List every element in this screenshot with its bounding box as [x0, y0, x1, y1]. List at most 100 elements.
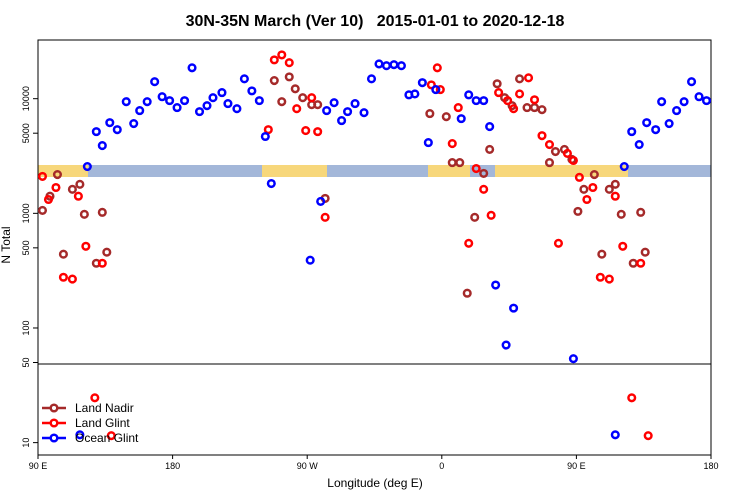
point: [509, 104, 519, 114]
point: [491, 280, 501, 290]
point: [97, 207, 107, 217]
point: [579, 184, 589, 194]
point: [523, 73, 534, 83]
point: [194, 107, 205, 117]
point: [284, 72, 294, 82]
x-tick-label: 90 E: [29, 461, 48, 471]
x-tick-label: 90 E: [567, 461, 586, 471]
point: [37, 205, 48, 215]
point: [305, 255, 315, 265]
point: [260, 131, 270, 142]
point: [129, 118, 139, 129]
point: [687, 77, 697, 87]
point: [636, 258, 646, 268]
point: [701, 96, 712, 106]
point: [604, 184, 614, 194]
point: [389, 60, 399, 70]
point: [102, 247, 112, 257]
point: [455, 158, 465, 168]
point: [52, 169, 62, 180]
point: [202, 101, 212, 111]
point: [544, 140, 555, 150]
point: [672, 106, 682, 116]
point: [485, 144, 495, 154]
point: [396, 61, 406, 71]
point: [97, 258, 107, 268]
point: [266, 178, 276, 189]
point: [106, 431, 116, 441]
land-band: [428, 165, 470, 177]
point: [529, 95, 540, 105]
point: [642, 118, 652, 128]
point: [313, 127, 323, 137]
point: [75, 430, 85, 440]
y-tick-label: 500: [21, 240, 31, 255]
point: [503, 96, 513, 106]
point: [277, 50, 287, 60]
point: [588, 182, 598, 193]
point: [298, 93, 308, 103]
point: [522, 103, 532, 113]
point: [150, 77, 160, 87]
point: [471, 163, 481, 174]
point: [501, 340, 511, 350]
point: [316, 196, 326, 206]
point: [292, 104, 302, 114]
point: [604, 274, 614, 284]
point: [121, 97, 131, 107]
point: [479, 184, 489, 194]
point: [529, 103, 540, 113]
point: [165, 96, 175, 106]
point: [562, 148, 572, 158]
legend-label: Land Nadir: [75, 401, 134, 415]
point: [486, 210, 496, 220]
point: [97, 141, 107, 151]
point: [432, 63, 442, 73]
point: [374, 59, 384, 69]
point: [664, 118, 674, 129]
point: [112, 125, 122, 135]
point: [239, 74, 249, 84]
point: [359, 108, 369, 118]
legend-label: Ocean Glint: [75, 431, 139, 445]
point: [582, 194, 592, 205]
point: [51, 182, 61, 193]
point: [254, 96, 264, 106]
point: [479, 168, 489, 178]
point: [509, 303, 519, 313]
point: [217, 88, 227, 98]
legend-marker: [49, 403, 59, 413]
point: [172, 103, 182, 113]
point: [208, 93, 218, 103]
point: [329, 98, 339, 108]
point: [651, 125, 661, 135]
point: [58, 272, 68, 282]
point: [223, 99, 233, 109]
point: [574, 172, 584, 182]
point: [464, 238, 474, 248]
chart-title: 30N-35N March (Ver 10) 2015-01-01 to 202…: [186, 13, 565, 30]
land-band: [495, 165, 628, 177]
y-tick-label: 50: [21, 357, 31, 367]
point: [479, 96, 489, 106]
point: [494, 88, 504, 98]
point: [537, 131, 547, 141]
point: [301, 126, 311, 136]
point: [553, 238, 564, 248]
point: [447, 139, 457, 149]
point: [180, 96, 190, 106]
point: [142, 97, 152, 107]
point: [616, 209, 626, 219]
y-tick-label: 1000: [21, 203, 31, 223]
point: [456, 114, 466, 124]
point: [610, 430, 620, 440]
point: [381, 61, 392, 71]
point: [232, 104, 242, 114]
point: [492, 79, 502, 89]
point: [90, 393, 100, 403]
point: [610, 191, 620, 201]
point: [73, 191, 83, 201]
point: [640, 247, 650, 257]
y-tick-label: 10000: [21, 86, 31, 111]
